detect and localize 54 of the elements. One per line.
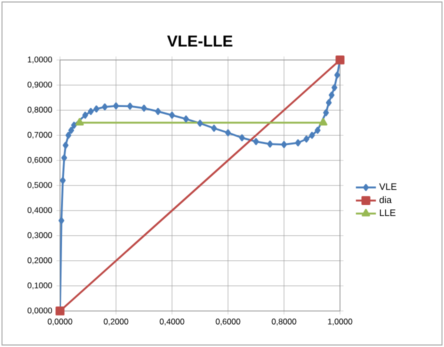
point <box>309 132 315 139</box>
y-tick-label: 0,3000 <box>28 232 52 240</box>
point <box>61 154 68 162</box>
point <box>71 122 77 129</box>
point <box>281 141 287 148</box>
y-tick-label: 0,9000 <box>28 82 52 88</box>
point <box>60 176 66 184</box>
point <box>323 109 329 116</box>
y-tick-label: 0,2000 <box>28 257 52 264</box>
point <box>332 84 338 92</box>
x-tick-label: 0,0000 <box>48 318 72 326</box>
y-tick-label: 0,8000 <box>28 106 52 114</box>
x-tick-label: 0,4000 <box>160 318 184 326</box>
y-tick-label: 0,5000 <box>28 182 52 189</box>
chart-title: VLE-LLE <box>167 36 232 46</box>
point <box>239 134 245 142</box>
point <box>197 120 203 127</box>
point <box>82 112 88 119</box>
point <box>66 132 72 139</box>
y-tick-label: 0,4000 <box>28 207 52 214</box>
point <box>183 115 189 122</box>
x-tick-label: 1,0000 <box>328 318 352 326</box>
point <box>225 129 231 136</box>
point <box>88 108 94 115</box>
point <box>304 136 310 143</box>
point <box>253 138 259 146</box>
y-tick-label: 0,6000 <box>28 157 52 164</box>
y-tick-label: 1,0000 <box>28 56 52 64</box>
point <box>169 112 175 119</box>
point <box>295 139 301 146</box>
point <box>328 92 334 99</box>
point <box>314 126 320 134</box>
y-tick-label: 0,0000 <box>28 308 52 314</box>
point <box>334 72 340 79</box>
point <box>113 102 119 110</box>
y-tick-label: 0,1000 <box>28 282 52 290</box>
point <box>62 142 68 149</box>
point <box>211 124 217 132</box>
y-tick-label: 0,7000 <box>28 132 52 139</box>
x-tick-label: 0,6000 <box>216 318 240 326</box>
point <box>326 99 332 106</box>
legend-label: VLE <box>379 183 396 190</box>
legend-label: LLE <box>380 210 396 216</box>
point <box>155 108 161 115</box>
point <box>94 105 100 112</box>
point <box>127 102 133 110</box>
x-tick-label: 0,8000 <box>272 318 296 326</box>
point <box>267 140 273 148</box>
point <box>102 103 108 110</box>
point <box>68 126 74 134</box>
point <box>58 217 64 224</box>
legend-label: dia <box>380 196 392 204</box>
point <box>141 104 147 112</box>
x-tick-label: 0,2000 <box>104 318 128 326</box>
